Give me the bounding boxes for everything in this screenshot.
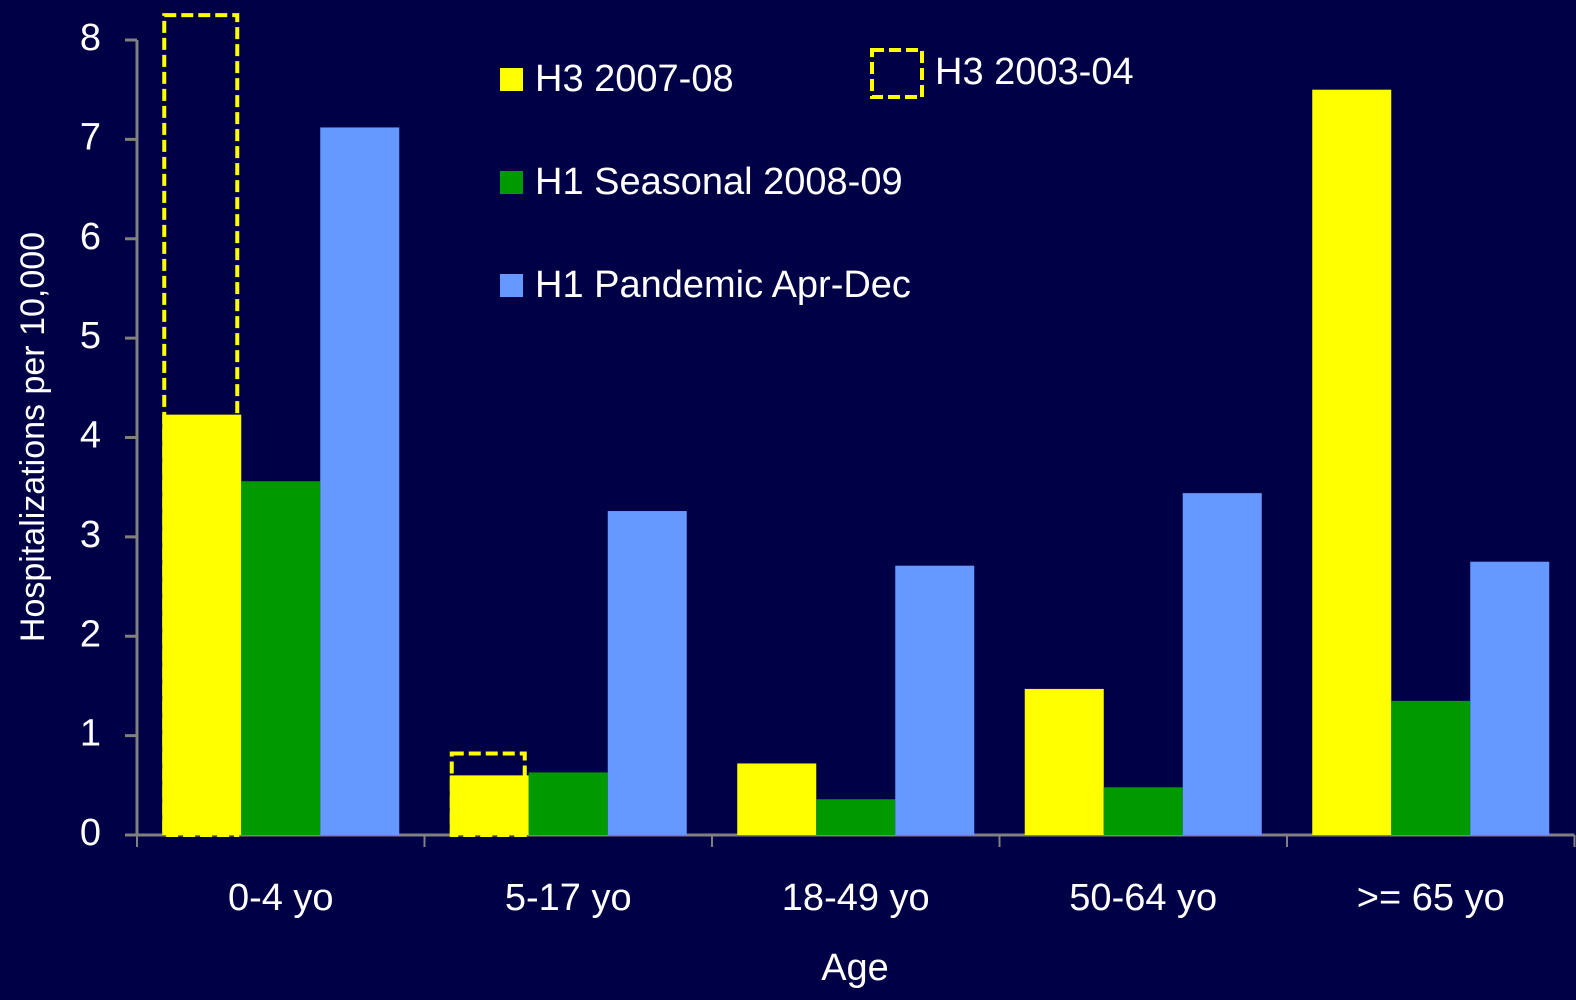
y-tick-label: 0 <box>80 812 101 854</box>
bar <box>162 414 242 835</box>
bar <box>320 127 400 835</box>
x-tick-label: 50-64 yo <box>1069 877 1217 919</box>
legend-swatch <box>500 68 523 91</box>
bar <box>449 775 529 835</box>
y-tick-label: 7 <box>80 116 101 158</box>
x-tick-label: 5-17 yo <box>505 877 632 919</box>
y-tick-label: 5 <box>80 315 101 357</box>
bar <box>1470 561 1550 835</box>
bar <box>1391 700 1471 835</box>
bar <box>895 565 975 835</box>
bar <box>241 481 321 835</box>
legend-label: H1 Pandemic Apr-Dec <box>535 264 911 306</box>
x-tick-label: 18-49 yo <box>782 877 930 919</box>
legend-swatch <box>500 171 523 194</box>
x-axis-title: Age <box>821 947 889 989</box>
y-tick-label: 3 <box>80 514 101 556</box>
bar <box>737 763 817 835</box>
legend-swatch <box>870 48 924 99</box>
legend-label: H3 2007-08 <box>535 58 734 100</box>
x-tick-label: 0-4 yo <box>228 877 334 919</box>
y-tick-label: 2 <box>80 613 101 655</box>
bar <box>607 511 687 835</box>
y-tick-label: 8 <box>80 17 101 59</box>
bar <box>816 799 896 835</box>
y-tick-label: 6 <box>80 216 101 258</box>
legend-label: H1 Seasonal 2008-09 <box>535 161 903 203</box>
y-tick-label: 4 <box>80 415 101 457</box>
legend-swatch <box>500 274 523 297</box>
bar <box>1103 787 1183 835</box>
bar <box>1024 688 1104 835</box>
bar <box>1182 493 1262 835</box>
x-tick-label: >= 65 yo <box>1357 877 1505 919</box>
bar <box>528 772 608 835</box>
legend-label: H3 2003-04 <box>935 51 1134 93</box>
y-tick-label: 1 <box>80 713 101 755</box>
y-axis-title: Hospitalizations per 10,000 <box>14 232 52 642</box>
bar <box>1312 89 1392 835</box>
